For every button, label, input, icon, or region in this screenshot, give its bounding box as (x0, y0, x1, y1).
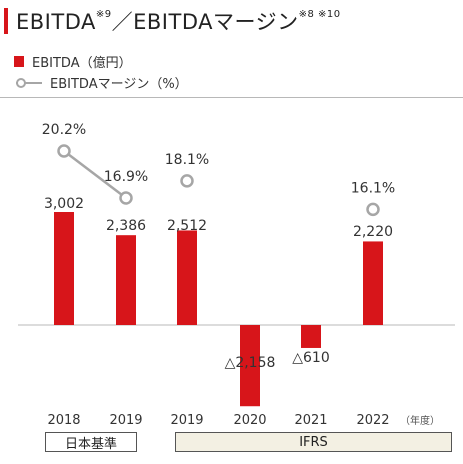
category-label-5: 2022 (356, 413, 389, 428)
category-label-3: 2020 (233, 413, 266, 428)
margin-value-label-0: 20.2% (42, 122, 86, 138)
title-note-a: ※9 (95, 9, 112, 20)
ebitda-value-label-5: 2,220 (353, 224, 393, 240)
ebitda-bar-1 (116, 235, 136, 325)
category-label-2: 2019 (170, 413, 203, 428)
basis-ifrs-label: IFRS (299, 434, 328, 450)
title-accent-bar (4, 8, 8, 34)
ebitda-value-label-0: 3,002 (44, 196, 84, 212)
basis-ifrs-box: IFRS (175, 432, 452, 452)
title-note-b: ※8 ※10 (298, 9, 341, 20)
margin-marker-2 (180, 174, 194, 188)
ebitda-value-label-4: △610 (292, 350, 330, 366)
ebitda-bar-4 (301, 325, 321, 348)
legend-line-label: EBITDAマージン（%） (50, 77, 188, 92)
basis-jgaap-box: 日本基準 (45, 432, 137, 452)
basis-jgaap-label: 日本基準 (64, 436, 117, 452)
ebitda-value-label-3: △2,158 (225, 355, 276, 371)
legend-line-swatch (16, 77, 42, 88)
legend-line-entry: EBITDAマージン（%） (14, 73, 188, 92)
legend-bar-label: EBITDA（億円） (32, 56, 132, 71)
margin-value-label-5: 16.1% (351, 180, 395, 196)
ebitda-bar-5 (363, 241, 383, 325)
category-label-1: 2019 (109, 413, 142, 428)
margin-marker-5 (366, 202, 380, 217)
legend-bar-swatch (14, 56, 24, 67)
title-ebitda-margin: EBITDAマージン (133, 10, 299, 34)
category-label-0: 2018 (47, 413, 80, 428)
margin-value-label-1: 16.9% (104, 169, 148, 185)
fiscal-year-unit-label: （年度） (400, 414, 440, 427)
title-ebitda: EBITDA (16, 10, 96, 34)
ebitda-bar-2 (177, 230, 197, 325)
ebitda-bar-3 (240, 325, 260, 407)
legend-bar-entry: EBITDA（億円） (14, 52, 132, 71)
top-rule (0, 97, 463, 98)
ebitda-value-label-2: 2,512 (167, 218, 207, 234)
margin-value-label-2: 18.1% (165, 152, 209, 168)
ebitda-bar-0 (54, 212, 74, 325)
title-separator: ／ (111, 10, 134, 34)
chart-title: EBITDA※9／EBITDAマージン※8 ※10 (16, 6, 341, 36)
margin-marker-0 (57, 144, 71, 158)
margin-marker-1 (119, 191, 133, 205)
category-label-4: 2021 (294, 413, 327, 428)
margin-line-segment-0 (63, 150, 127, 199)
ebitda-value-label-1: 2,386 (106, 218, 146, 234)
